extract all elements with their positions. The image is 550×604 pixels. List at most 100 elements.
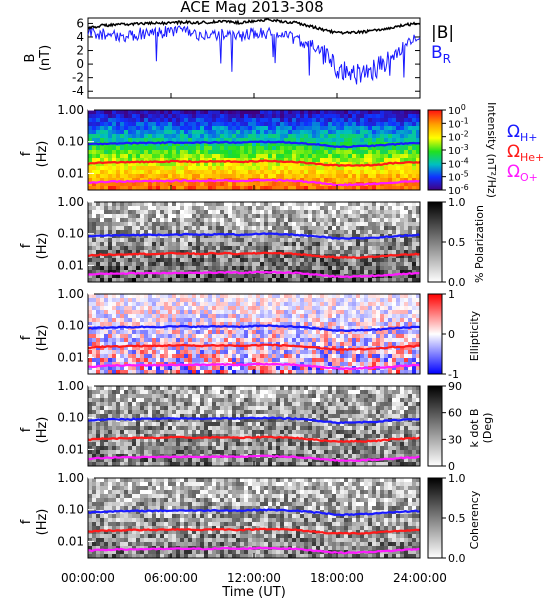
ellipticity-spectrogram-cell	[336, 298, 340, 302]
polarization-spectrogram-cell	[256, 274, 260, 278]
polarization-spectrogram-cell	[340, 230, 344, 234]
ellipticity-spectrogram-cell	[88, 318, 92, 322]
ellipticity-spectrogram-cell	[196, 318, 200, 322]
intensity-spectrogram-cell	[160, 182, 164, 186]
polarization-spectrogram-cell	[348, 246, 352, 250]
intensity-spectrogram-cell	[104, 130, 108, 134]
polarization-spectrogram-cell	[132, 238, 136, 242]
ellipticity-spectrogram-cell	[136, 298, 140, 302]
intensity-spectrogram-cell	[296, 126, 300, 130]
intensity-spectrogram-cell	[184, 150, 188, 154]
polarization-spectrogram-cell	[236, 262, 240, 266]
intensity-spectrogram-cell	[124, 154, 128, 158]
intensity-spectrogram-cell	[148, 174, 152, 178]
ellipticity-spectrogram-cell	[316, 298, 320, 302]
intensity-spectrogram-cell	[276, 166, 280, 170]
polarization-spectrogram-cell	[316, 242, 320, 246]
ellipticity-spectrogram-cell	[208, 366, 212, 370]
polarization-spectrogram-cell	[396, 262, 400, 266]
ellipticity-spectrogram-cell	[124, 322, 128, 326]
ellipticity-spectrogram-cell	[360, 306, 364, 310]
ellipticity-spectrogram-cell	[272, 298, 276, 302]
intensity-spectrogram-cell	[108, 170, 112, 174]
polarization-spectrogram-cell	[328, 242, 332, 246]
ellipticity-spectrogram-cell	[120, 354, 124, 358]
intensity-spectrogram-cell	[164, 122, 168, 126]
ellipticity-spectrogram-cell	[96, 330, 100, 334]
ellipticity-spectrogram-cell	[348, 342, 352, 346]
intensity-spectrogram-cell	[332, 154, 336, 158]
intensity-spectrogram-cell	[260, 126, 264, 130]
ellipticity-spectrogram-cell	[180, 354, 184, 358]
ellipticity-spectrogram-cell	[380, 294, 384, 298]
polarization-spectrogram-cell	[248, 210, 252, 214]
intensity-spectrogram-cell	[340, 138, 344, 142]
polarization-spectrogram-cell	[244, 246, 248, 250]
ellipticity-spectrogram-cell	[320, 294, 324, 298]
ellipticity-spectrogram-cell	[188, 302, 192, 306]
polarization-spectrogram-cell	[224, 274, 228, 278]
polarization-spectrogram-cell	[244, 218, 248, 222]
intensity-spectrogram-cell	[136, 118, 140, 122]
intensity-spectrogram-cell	[176, 110, 180, 114]
intensity-spectrogram-cell	[92, 166, 96, 170]
intensity-spectrogram-cell	[144, 122, 148, 126]
intensity-spectrogram-cell	[268, 174, 272, 178]
intensity-spectrogram-cell	[344, 158, 348, 162]
intensity-spectrogram-cell	[260, 174, 264, 178]
polarization-spectrogram-cell	[368, 270, 372, 274]
intensity-spectrogram-cell	[376, 170, 380, 174]
ellipticity-spectrogram-cell	[204, 338, 208, 342]
ellipticity-spectrogram-cell	[172, 330, 176, 334]
legend-h-plus-sub: H+	[520, 131, 538, 144]
ellipticity-spectrogram-cell	[284, 302, 288, 306]
ellipticity-spectrogram-cell	[256, 294, 260, 298]
ellipticity-spectrogram-cell	[360, 298, 364, 302]
intensity-spectrogram-cell	[184, 126, 188, 130]
polarization-spectrogram-cell	[264, 206, 268, 210]
polarization-spectrogram-cell	[312, 202, 316, 206]
intensity-spectrogram-cell	[104, 122, 108, 126]
ellipticity-spectrogram-cell	[312, 338, 316, 342]
ellipticity-spectrogram-cell	[244, 330, 248, 334]
polarization-spectrogram-cell	[176, 274, 180, 278]
polarization-spectrogram-cell	[100, 266, 104, 270]
polarization-spectrogram-cell	[112, 230, 116, 234]
intensity-spectrogram-cell	[344, 126, 348, 130]
ellipticity-spectrogram-cell	[216, 310, 220, 314]
ellipticity-spectrogram-cell	[132, 294, 136, 298]
ellipticity-spectrogram-cell	[88, 310, 92, 314]
ellipticity-spectrogram-cell	[140, 318, 144, 322]
ellipticity-spectrogram-cell	[348, 338, 352, 342]
polarization-spectrogram-cell	[88, 206, 92, 210]
ellipticity-spectrogram-cell	[364, 314, 368, 318]
ellipticity-spectrogram-cell	[168, 318, 172, 322]
polarization-spectrogram-cell	[200, 218, 204, 222]
intensity-spectrogram-cell	[400, 150, 404, 154]
intensity-spectrogram-cell	[344, 134, 348, 138]
ellipticity-spectrogram-cell	[128, 354, 132, 358]
intensity-spectrogram-cell	[404, 126, 408, 130]
intensity-ylabel-line2: (Hz)	[35, 141, 50, 168]
ellipticity-spectrogram-cell	[320, 330, 324, 334]
ellipticity-spectrogram-cell	[352, 354, 356, 358]
intensity-spectrogram-cell	[144, 154, 148, 158]
polarization-spectrogram-cell	[156, 206, 160, 210]
intensity-spectrogram-cell	[100, 118, 104, 122]
intensity-spectrogram-cell	[92, 126, 96, 130]
ellipticity-spectrogram-cell	[376, 310, 380, 314]
ellipticity-spectrogram-cell	[164, 318, 168, 322]
polarization-spectrogram-cell	[276, 214, 280, 218]
intensity-spectrogram-cell	[280, 182, 284, 186]
ellipticity-spectrogram-cell	[240, 306, 244, 310]
ellipticity-spectrogram-cell	[160, 366, 164, 370]
ellipticity-spectrogram-cell	[340, 354, 344, 358]
ellipticity-spectrogram-cell	[388, 294, 392, 298]
ellipticity-spectrogram-cell	[200, 358, 204, 362]
polarization-spectrogram-cell	[96, 202, 100, 206]
intensity-spectrogram-cell	[260, 182, 264, 186]
polarization-spectrogram-cell	[104, 202, 108, 206]
intensity-spectrogram-cell	[372, 158, 376, 162]
polarization-spectrogram-cell	[256, 246, 260, 250]
ellipticity-spectrogram-cell	[364, 334, 368, 338]
